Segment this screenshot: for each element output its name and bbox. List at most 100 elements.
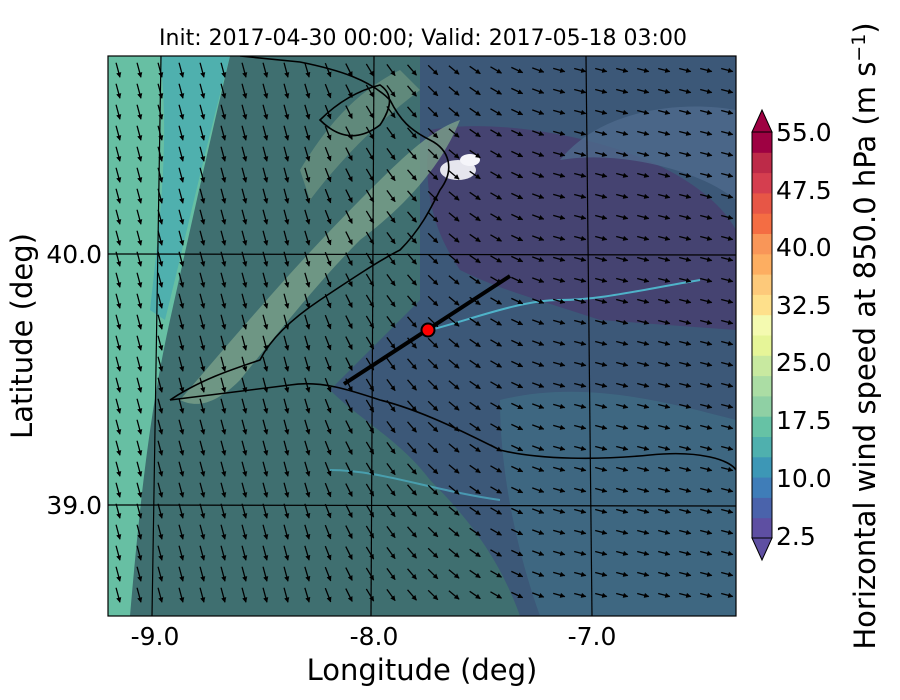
wind-arrow bbox=[721, 424, 734, 430]
wind-arrow bbox=[115, 314, 122, 330]
wind-arrow bbox=[511, 528, 524, 536]
wind-arrow bbox=[721, 214, 734, 220]
wind-arrow bbox=[136, 524, 143, 540]
wind-arrow bbox=[595, 487, 608, 493]
wind-arrow bbox=[679, 67, 692, 73]
wind-arrow bbox=[157, 461, 164, 477]
wind-arrow bbox=[178, 545, 185, 561]
wind-arrow bbox=[324, 272, 332, 288]
wind-arrow bbox=[511, 570, 524, 578]
wind-arrow bbox=[386, 462, 396, 476]
wind-arrow bbox=[304, 440, 311, 456]
wind-arrow bbox=[324, 335, 332, 351]
wind-arrow bbox=[407, 358, 417, 370]
wind-arrow bbox=[178, 566, 185, 582]
colorbar-segment bbox=[752, 416, 772, 437]
wind-arrow bbox=[199, 587, 206, 603]
wind-arrow bbox=[427, 379, 439, 391]
wind-arrow bbox=[574, 151, 587, 157]
wind-arrow bbox=[407, 442, 417, 454]
wind-arrow bbox=[220, 62, 227, 78]
wind-arrow bbox=[386, 210, 396, 224]
wind-arrow bbox=[365, 483, 375, 497]
wind-arrow bbox=[448, 401, 460, 411]
wind-arrow bbox=[386, 63, 396, 77]
wind-arrow bbox=[448, 254, 460, 264]
wind-arrow bbox=[448, 149, 460, 159]
wind-arrow bbox=[616, 109, 629, 115]
wind-arrow bbox=[241, 230, 248, 246]
wind-arrow bbox=[490, 234, 502, 242]
wind-arrow bbox=[574, 424, 587, 430]
wind-arrow bbox=[136, 104, 143, 120]
wind-arrow bbox=[427, 106, 439, 118]
wind-arrow bbox=[283, 461, 290, 477]
wind-arrow bbox=[700, 214, 713, 220]
wind-arrow bbox=[679, 256, 692, 262]
colorbar-segment bbox=[752, 152, 772, 174]
wind-arrow bbox=[595, 151, 608, 157]
wind-arrow bbox=[365, 168, 375, 182]
wind-arrow bbox=[595, 67, 608, 73]
wind-arrow bbox=[386, 315, 396, 329]
wind-arrow bbox=[511, 297, 524, 305]
wind-arrow bbox=[136, 293, 143, 309]
wind-arrow bbox=[324, 566, 332, 582]
wind-arrow bbox=[324, 167, 332, 183]
wind-arrow bbox=[721, 319, 734, 325]
colorbar-extend-max bbox=[751, 108, 773, 133]
wind-arrow bbox=[324, 398, 332, 414]
wind-arrow bbox=[469, 380, 481, 390]
wind-arrow bbox=[700, 298, 713, 304]
wind-arrow bbox=[324, 524, 332, 540]
wind-arrow bbox=[574, 592, 587, 598]
wind-arrow bbox=[595, 172, 608, 178]
wind-arrow bbox=[490, 150, 502, 158]
wind-arrow bbox=[721, 193, 734, 199]
wind-arrow bbox=[178, 419, 185, 435]
wind-arrow bbox=[262, 314, 269, 330]
wind-arrow bbox=[595, 445, 608, 451]
wind-arrow bbox=[241, 419, 248, 435]
wind-arrow bbox=[532, 403, 545, 409]
wind-arrows bbox=[115, 62, 734, 603]
wind-arrow bbox=[574, 277, 587, 283]
wind-arrow bbox=[345, 126, 353, 140]
wind-arrow bbox=[220, 545, 227, 561]
wind-arrow bbox=[700, 88, 713, 94]
wind-arrow bbox=[136, 146, 143, 162]
wind-arrow bbox=[448, 338, 460, 348]
wind-arrow bbox=[490, 444, 502, 452]
wind-arrow bbox=[679, 235, 692, 241]
colorbar-segment bbox=[752, 314, 772, 336]
wind-arrow bbox=[365, 147, 375, 161]
wind-arrow bbox=[241, 314, 248, 330]
wind-arrow bbox=[469, 548, 481, 558]
wind-arrow bbox=[511, 108, 524, 116]
wind-arrow bbox=[178, 398, 185, 414]
wind-arrow bbox=[262, 125, 269, 141]
wind-arrow bbox=[262, 440, 269, 456]
wind-arrow bbox=[427, 589, 439, 601]
wind-arrow bbox=[345, 504, 353, 518]
wind-arrow bbox=[115, 188, 122, 204]
wind-arrow bbox=[700, 571, 713, 577]
wind-arrow bbox=[345, 63, 353, 77]
wind-arrow bbox=[157, 377, 164, 393]
wind-arrow bbox=[345, 273, 353, 287]
wind-arrow bbox=[679, 361, 692, 367]
wind-arrow bbox=[178, 167, 185, 183]
wind-arrow bbox=[574, 529, 587, 535]
wind-arrow bbox=[469, 233, 481, 243]
wind-arrow bbox=[283, 545, 290, 561]
wind-arrow bbox=[115, 209, 122, 225]
wind-arrow bbox=[574, 340, 587, 346]
wind-arrow bbox=[595, 340, 608, 346]
wind-arrow bbox=[490, 318, 502, 326]
wind-arrow bbox=[721, 361, 734, 367]
wind-arrow bbox=[407, 589, 417, 601]
wind-arrow bbox=[365, 126, 375, 140]
wind-arrow bbox=[324, 146, 332, 162]
wind-arrow bbox=[616, 67, 629, 73]
